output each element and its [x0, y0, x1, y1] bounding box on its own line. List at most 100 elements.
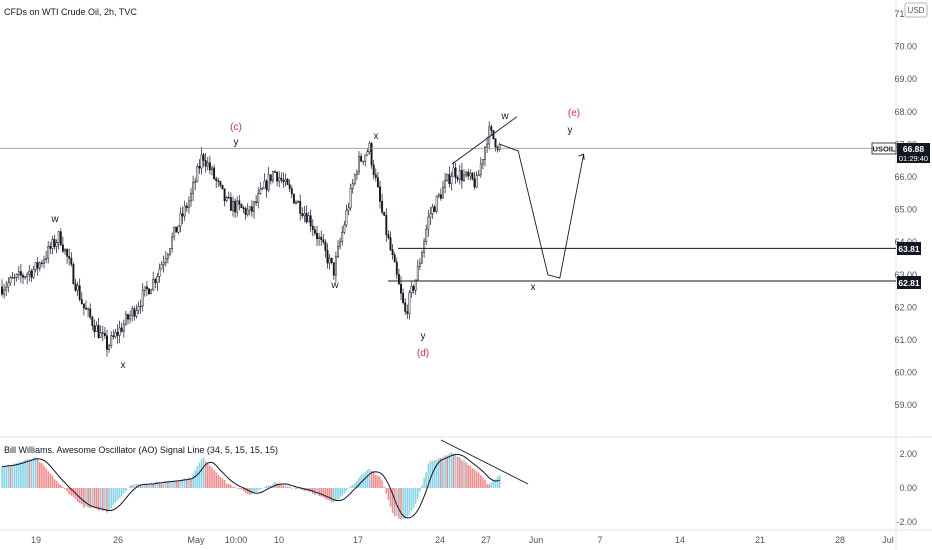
- ao-bar: [490, 482, 493, 488]
- ao-bar: [238, 488, 241, 489]
- price-tick-label: 68.00: [894, 107, 917, 117]
- ao-bar: [299, 488, 301, 490]
- currency-badge[interactable]: USD: [904, 2, 928, 18]
- candle: [120, 322, 123, 333]
- candle: [171, 232, 174, 253]
- price-tick-label: 69.00: [894, 74, 917, 84]
- ao-bar: [444, 455, 446, 488]
- candle: [80, 292, 83, 305]
- ao-bar: [450, 451, 453, 488]
- candle: [353, 173, 356, 186]
- projection-arrowhead: [578, 153, 585, 160]
- ao-bar: [85, 488, 87, 507]
- candle: [141, 283, 144, 312]
- time-axis[interactable]: 19 26 May 10:00 10 17 24 27 Jun 7 14 21 28 Jul: [31, 535, 894, 545]
- candle: [385, 208, 388, 242]
- candle: [19, 264, 22, 283]
- currency-label: USD: [908, 6, 925, 15]
- ao-bar: [477, 472, 480, 488]
- ao-bar: [267, 485, 270, 488]
- ao-bar: [452, 453, 455, 488]
- candle: [484, 146, 486, 167]
- ao-pane[interactable]: [1, 439, 529, 520]
- candle: [234, 198, 237, 218]
- symbol-label: USOIL: [873, 145, 896, 154]
- ao-bar: [286, 486, 289, 488]
- ao-bar: [183, 478, 186, 488]
- candle: [473, 172, 476, 190]
- candle: [238, 195, 241, 211]
- ao-bar: [389, 488, 392, 507]
- ao-bar: [372, 472, 375, 488]
- candle: [456, 175, 459, 183]
- time-tick-label: 10: [274, 535, 284, 545]
- candle: [114, 328, 117, 339]
- price-axis[interactable]: 71.0070.0069.0068.0067.0066.0065.0064.00…: [894, 9, 917, 410]
- candle: [66, 248, 69, 264]
- candle: [215, 176, 218, 188]
- candle: [173, 226, 176, 241]
- ao-bar: [5, 465, 7, 488]
- ao-bar: [18, 462, 20, 488]
- candle: [330, 257, 333, 265]
- level-tag-62-81: 62.81: [897, 276, 921, 289]
- ao-bar: [368, 468, 371, 488]
- ao-bar: [351, 484, 354, 488]
- ao-bar: [114, 488, 117, 503]
- ao-bar: [49, 473, 52, 488]
- ao-bar: [196, 466, 199, 488]
- candle: [435, 195, 438, 214]
- candle: [202, 152, 205, 167]
- ao-bar: [482, 477, 484, 488]
- ao-bar: [492, 480, 495, 488]
- candle: [429, 206, 432, 226]
- trendline-price[interactable]: [451, 116, 518, 165]
- ao-bar: [41, 463, 43, 488]
- ao-bar: [150, 482, 152, 488]
- candle: [295, 199, 297, 205]
- candle: [358, 151, 360, 176]
- ao-axis[interactable]: 2.00 0.00 -2.00: [896, 449, 917, 527]
- candle: [481, 159, 484, 170]
- ao-bar: [454, 453, 457, 488]
- ao-bar: [364, 472, 367, 488]
- candle: [185, 202, 188, 212]
- trendline-ao[interactable]: [440, 439, 529, 485]
- candle: [299, 194, 302, 221]
- candle: [322, 234, 325, 245]
- ao-bar: [467, 464, 469, 488]
- ao-bar: [341, 488, 343, 496]
- candle: [160, 261, 163, 270]
- candle: [347, 202, 350, 216]
- candle: [267, 166, 270, 193]
- ao-bar: [246, 488, 249, 494]
- ao-bar: [97, 488, 100, 511]
- ao-bar: [347, 488, 350, 489]
- ao-bar: [423, 477, 425, 488]
- ao-bar: [486, 484, 488, 488]
- price-pane[interactable]: [1, 121, 501, 357]
- ao-bar: [391, 488, 394, 514]
- candle: [494, 138, 497, 152]
- ao-bar: [55, 480, 58, 488]
- ao-bar: [456, 456, 459, 488]
- candle: [190, 188, 192, 207]
- ao-bar: [330, 488, 333, 503]
- wave-label: y: [568, 125, 573, 136]
- candle: [362, 160, 365, 166]
- ao-bar: [95, 488, 98, 509]
- candle: [400, 276, 402, 301]
- projection-path[interactable]: [500, 143, 585, 279]
- ao-bar: [291, 488, 293, 489]
- candle: [47, 241, 50, 264]
- ao-bar: [165, 480, 167, 488]
- candle: [454, 162, 457, 184]
- ao-bar: [284, 485, 287, 488]
- ao-bar: [89, 488, 91, 509]
- ao-bar: [320, 488, 322, 497]
- ao-bar: [257, 488, 259, 491]
- ao-bar: [463, 460, 465, 488]
- ao-bar: [480, 475, 482, 488]
- ao-bar: [81, 488, 83, 505]
